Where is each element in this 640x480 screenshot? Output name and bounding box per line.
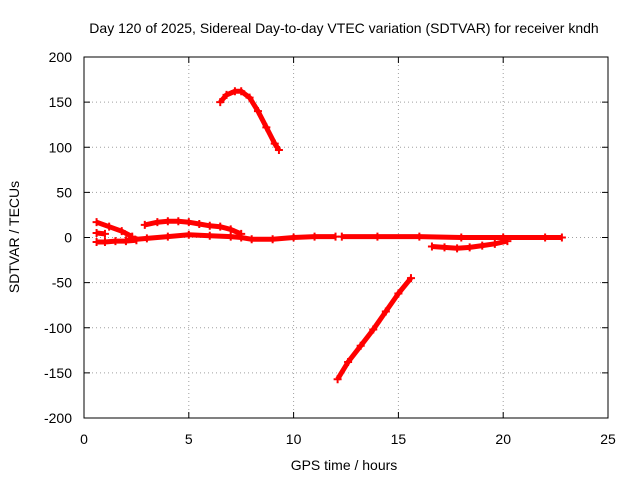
x-tick-label: 0 xyxy=(80,431,88,447)
data-point xyxy=(356,341,365,350)
data-point xyxy=(333,375,342,384)
data-point xyxy=(440,243,449,252)
data-point xyxy=(406,274,415,283)
data-point xyxy=(415,232,424,241)
chart-title: Day 120 of 2025, Sidereal Day-to-day VTE… xyxy=(89,20,598,36)
data-point xyxy=(557,233,566,242)
data-point xyxy=(117,227,126,236)
data-point xyxy=(465,243,474,252)
data-point xyxy=(222,90,231,99)
data-point xyxy=(245,93,254,102)
data-point xyxy=(121,236,130,245)
data-point xyxy=(344,358,353,367)
x-tick-label: 15 xyxy=(391,431,407,447)
data-point xyxy=(163,217,172,226)
data-point xyxy=(205,231,214,240)
y-tick-label: -100 xyxy=(44,320,72,336)
data-point xyxy=(174,217,183,226)
y-axis-label: SDTVAR / TECUs xyxy=(6,181,22,293)
data-point xyxy=(394,289,403,298)
data-point xyxy=(490,239,499,248)
data-point xyxy=(216,222,225,231)
data-point xyxy=(503,237,512,246)
data-point xyxy=(92,218,101,227)
data-point xyxy=(369,325,378,334)
data-point xyxy=(111,237,120,246)
y-tick-label: -200 xyxy=(44,410,72,426)
x-axis-label: GPS time / hours xyxy=(291,457,398,473)
data-point xyxy=(184,230,193,239)
data-point xyxy=(310,232,319,241)
data-point xyxy=(216,98,225,107)
x-tick-label: 10 xyxy=(286,431,302,447)
data-trace-3 xyxy=(95,219,134,239)
data-point xyxy=(268,235,277,244)
x-tick-label: 5 xyxy=(185,431,193,447)
data-point xyxy=(140,220,149,229)
x-tick-label: 25 xyxy=(600,431,616,447)
data-point xyxy=(427,242,436,251)
data-point xyxy=(237,87,246,96)
data-point xyxy=(247,235,256,244)
data-point xyxy=(195,219,204,228)
data-point xyxy=(253,107,262,116)
data-point xyxy=(100,229,109,238)
data-point xyxy=(92,228,101,237)
y-tick-label: 100 xyxy=(49,139,73,155)
data-point xyxy=(205,221,214,230)
data-point xyxy=(373,232,382,241)
data-point xyxy=(184,218,193,227)
y-tick-label: 150 xyxy=(49,94,73,110)
data-point xyxy=(105,222,114,231)
y-tick-label: 50 xyxy=(56,184,72,200)
x-tick-label: 20 xyxy=(495,431,511,447)
data-point xyxy=(289,233,298,242)
data-point xyxy=(457,233,466,242)
data-point xyxy=(381,307,390,316)
data-point xyxy=(226,225,235,234)
data-point xyxy=(163,232,172,241)
data-point xyxy=(142,234,151,243)
data-point xyxy=(274,145,283,154)
data-point xyxy=(337,232,346,241)
data-trace-6 xyxy=(144,218,243,237)
data-series xyxy=(92,87,566,384)
data-point xyxy=(478,241,487,250)
data-point xyxy=(226,232,235,241)
data-point xyxy=(237,229,246,238)
data-point xyxy=(153,218,162,227)
y-tick-label: -150 xyxy=(44,365,72,381)
axis-ticks: 0 5 10 15 20 25 -200 -150 -100 -50 0 50 100 150 200 xyxy=(44,49,616,447)
data-point xyxy=(92,238,101,247)
data-point xyxy=(541,233,550,242)
y-tick-label: -50 xyxy=(52,275,72,291)
y-tick-label: 0 xyxy=(64,230,72,246)
y-tick-label: 200 xyxy=(49,49,73,65)
data-point xyxy=(270,139,279,148)
data-point xyxy=(100,238,109,247)
data-point xyxy=(453,244,462,253)
data-point xyxy=(262,123,271,132)
